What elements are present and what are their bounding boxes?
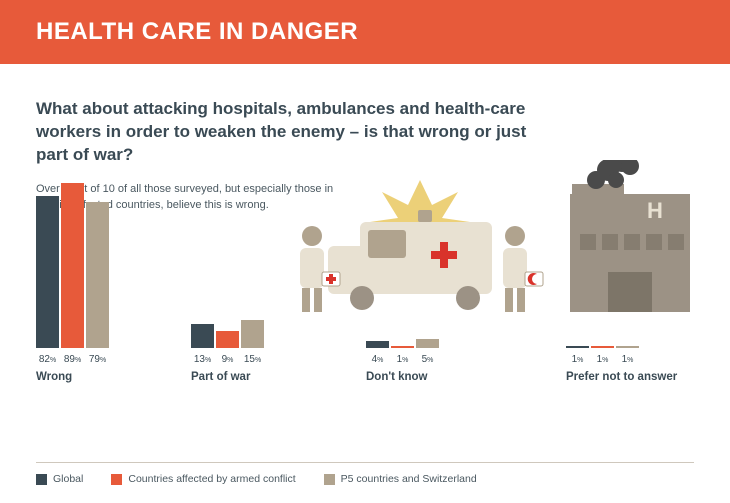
bar-value-label: 1% [566,354,589,365]
page-title: HEALTH CARE IN DANGER [36,18,358,46]
bar-group: 82%89%79% Wrong [36,163,109,383]
bar [591,346,614,348]
category-label: Part of war [191,371,264,383]
bar [216,331,239,348]
bar-value-label: 9% [216,354,239,365]
bar-value-label: 15% [241,354,264,365]
bar-group: 4%1%5% Don't know [366,163,439,383]
bar [191,324,214,348]
divider-line [36,462,694,463]
category-label: Prefer not to answer [566,371,677,383]
legend-label: Countries affected by armed conflict [128,473,295,485]
bar-group: 13%9%15% Part of war [191,163,264,383]
bar-value-label: 79% [86,354,109,365]
bar-value-label: 89% [61,354,84,365]
header-bar: HEALTH CARE IN DANGER [0,0,730,64]
bar-value-label: 82% [36,354,59,365]
bar-value-label: 4% [366,354,389,365]
bar [61,183,84,348]
bar-value-label: 1% [616,354,639,365]
bar [616,346,639,348]
legend-label: P5 countries and Switzerland [341,473,477,485]
bar-value-label: 5% [416,354,439,365]
bar [416,339,439,348]
legend-item: P5 countries and Switzerland [324,473,477,485]
legend-label: Global [53,473,83,485]
bar [366,341,389,348]
survey-question: What about attacking hospitals, ambulanc… [36,98,536,167]
bar [566,346,589,348]
chart-legend: Global Countries affected by armed confli… [36,473,477,485]
legend-item: Countries affected by armed conflict [111,473,295,485]
bar-group: 1%1%1%Prefer not to answer [566,163,677,383]
category-label: Don't know [366,371,439,383]
legend-swatch [111,474,122,485]
bar [36,196,59,348]
legend-swatch [324,474,335,485]
bar-chart: 82%89%79%Wrong13%9%15%Part of war4%1%5%D… [36,165,694,445]
bar [86,202,109,348]
bar-value-label: 13% [191,354,214,365]
bar [241,320,264,348]
bar-value-label: 1% [591,354,614,365]
legend-swatch [36,474,47,485]
category-label: Wrong [36,371,109,383]
legend-item: Global [36,473,83,485]
bar-value-label: 1% [391,354,414,365]
bar [391,346,414,348]
